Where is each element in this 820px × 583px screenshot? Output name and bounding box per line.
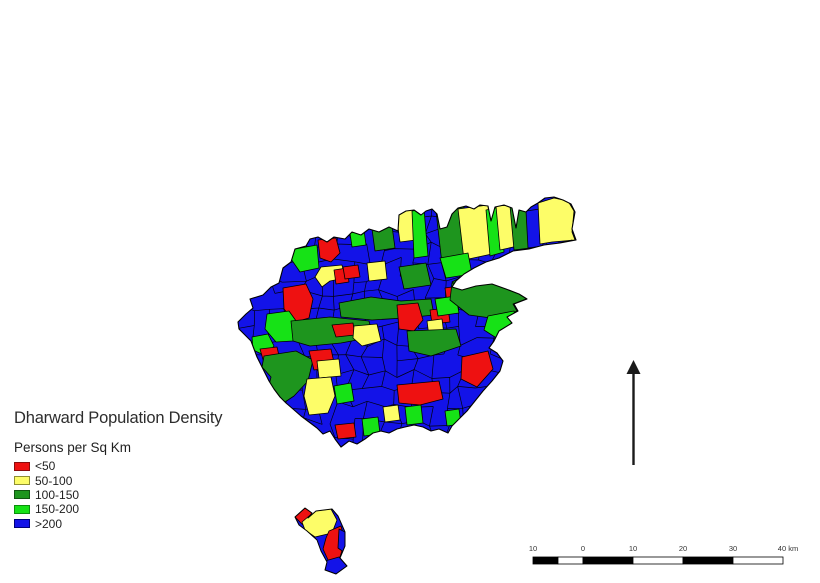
scale-bar-segment <box>632 556 684 565</box>
scale-bar-label: 10 <box>629 544 637 553</box>
scale-bar-label: 30 <box>729 544 737 553</box>
scale-bar-label: 40 km <box>778 544 798 553</box>
legend-color-swatch <box>14 490 30 500</box>
map-title: Dharward Population Density <box>14 409 223 427</box>
legend-color-swatch <box>14 461 30 471</box>
district-patch <box>460 350 494 388</box>
legend-item: 150-200 <box>14 502 131 516</box>
enclave-outline <box>294 507 348 575</box>
scale-bar-segment <box>557 556 584 565</box>
district-patch <box>361 416 381 437</box>
legend-color-swatch <box>14 504 30 514</box>
scale-bar-label: 20 <box>679 544 687 553</box>
district-patch <box>406 328 462 357</box>
legend-item-label: 50-100 <box>35 473 73 488</box>
enclave-patch <box>337 528 347 554</box>
legend-heading: Persons per Sq Km <box>14 440 132 455</box>
district-patch <box>333 382 355 405</box>
legend-item-label: <50 <box>35 459 56 474</box>
legend-item-label: >200 <box>35 516 63 531</box>
scale-bar-label: 0 <box>581 544 585 553</box>
district-patch <box>352 323 382 347</box>
district-patch <box>396 302 424 332</box>
legend-item: 100-150 <box>14 488 131 502</box>
district-patch <box>396 380 444 406</box>
district-patch <box>366 260 388 282</box>
legend-item: >200 <box>14 517 131 531</box>
scale-bar-segment <box>682 556 734 565</box>
district-patch <box>334 422 357 440</box>
scale-bar-segment <box>582 556 634 565</box>
district-patch <box>404 404 424 426</box>
scale-bar-segment <box>532 556 559 565</box>
district-outline <box>237 196 577 448</box>
legend-item-label: 150-200 <box>35 502 80 517</box>
district-patch <box>316 358 342 379</box>
district-patch <box>342 264 361 280</box>
legend-item: 50-100 <box>14 473 131 487</box>
legend-color-swatch <box>14 476 30 486</box>
legend-item: <50 <box>14 459 131 473</box>
scale-bar-segment <box>732 556 784 565</box>
north-arrow-icon <box>626 360 641 465</box>
scale-bar: 10 0 10 20 30 40 km <box>529 544 798 565</box>
district-patch <box>439 252 473 279</box>
district-patch <box>382 404 401 423</box>
district-patch <box>331 322 356 338</box>
district-enclave <box>295 508 347 574</box>
legend-items: <50 50-100 100-150 150-200 >200 <box>14 459 131 531</box>
legend-item-label: 100-150 <box>35 487 80 502</box>
legend-color-swatch <box>14 519 30 529</box>
district-patch <box>398 262 432 290</box>
district-patch <box>537 197 576 245</box>
legend: Persons per Sq Km <50 50-100 100-150 150-20… <box>14 440 131 531</box>
district-patch <box>303 376 336 416</box>
scale-bar-label: 10 <box>529 544 537 553</box>
district-patch <box>444 408 462 427</box>
district-map <box>238 197 576 447</box>
